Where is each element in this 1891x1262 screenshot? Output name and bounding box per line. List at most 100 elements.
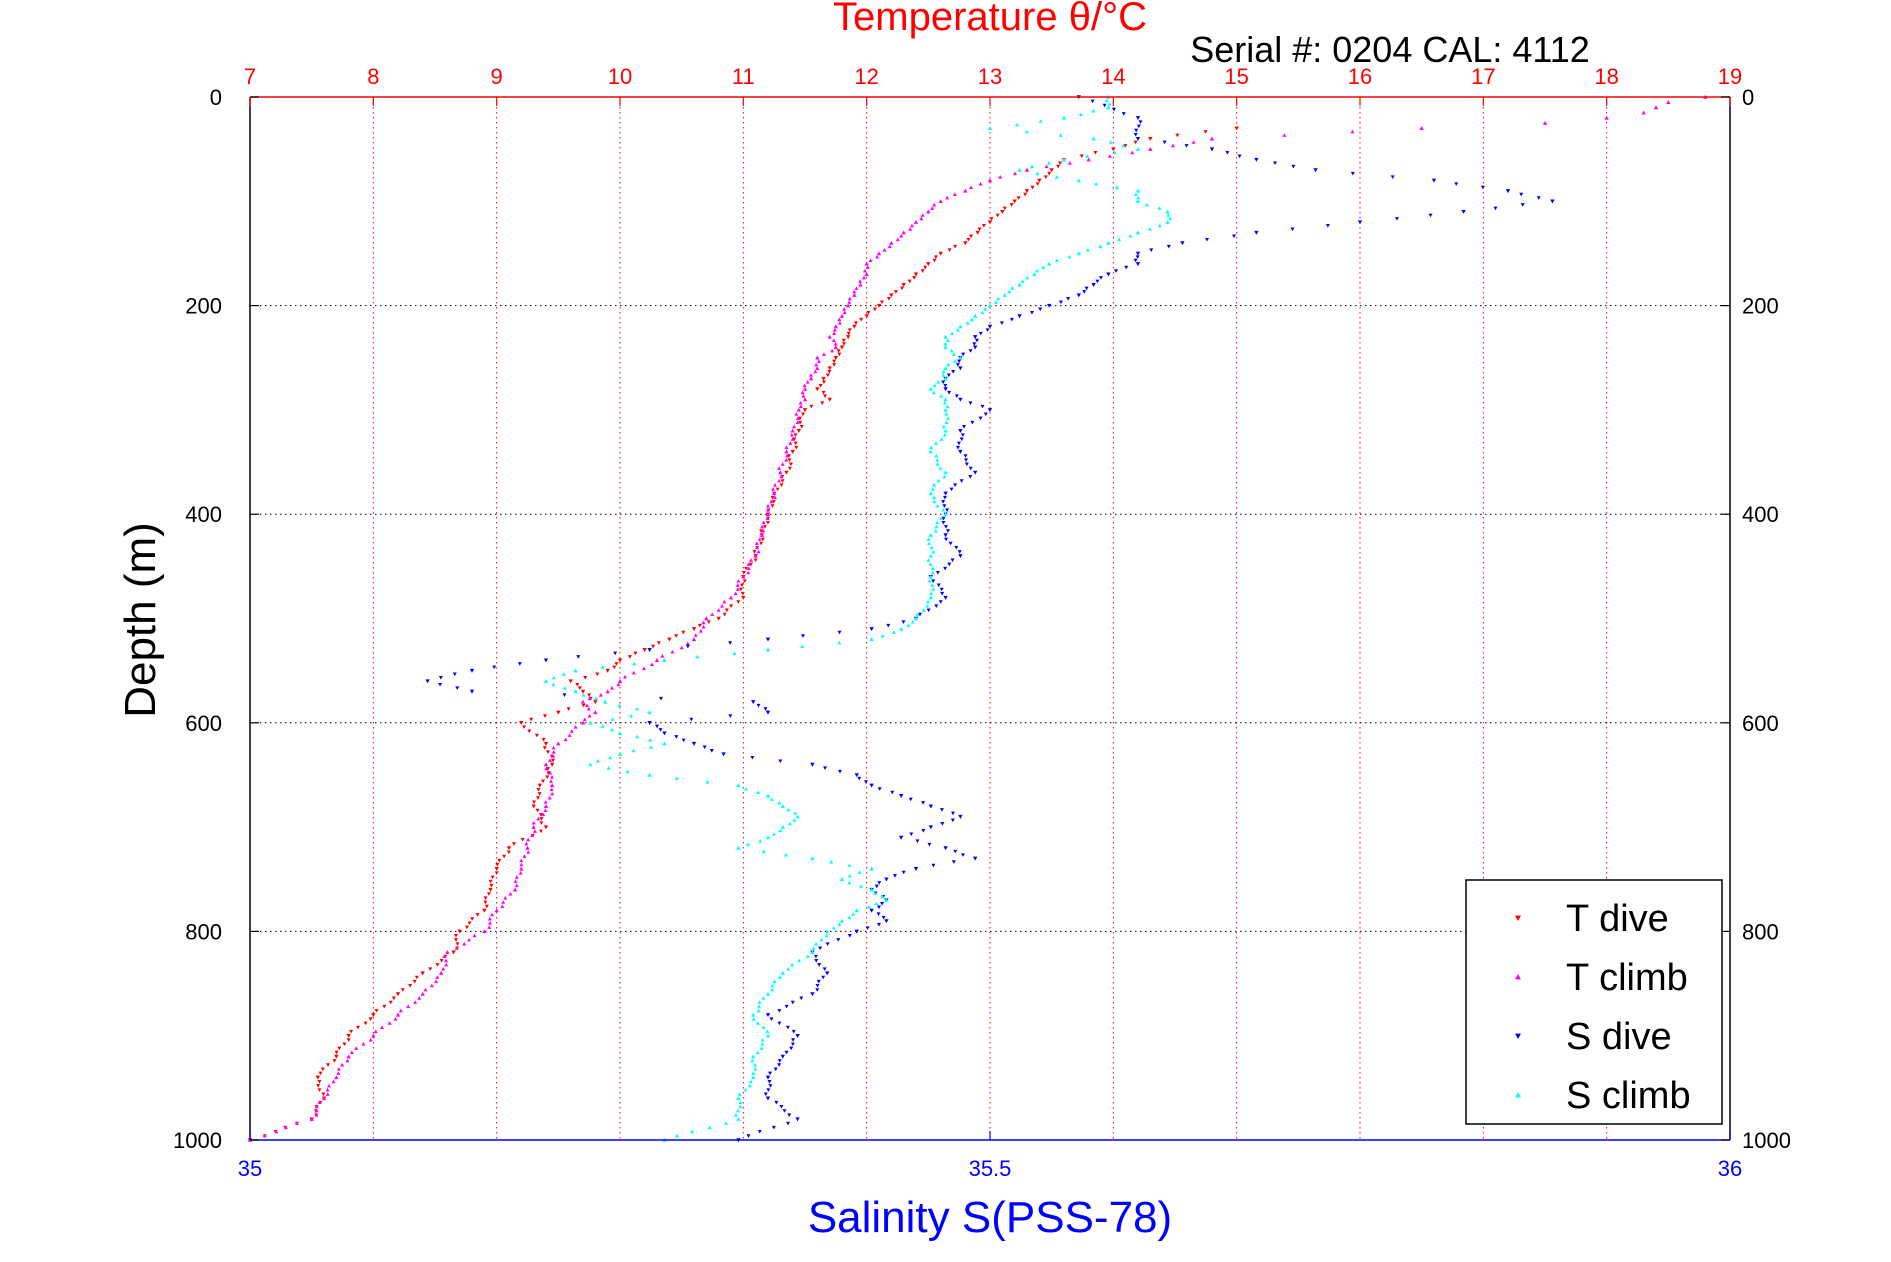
- data-point: [785, 1025, 790, 1030]
- data-point: [340, 1062, 345, 1067]
- data-point: [920, 213, 925, 217]
- data-point: [928, 595, 933, 600]
- data-point: [1117, 237, 1122, 242]
- data-point: [690, 1129, 695, 1134]
- data-point: [945, 404, 950, 409]
- data-point: [506, 846, 512, 851]
- tick-label-depth-left: 400: [185, 502, 222, 527]
- data-point: [395, 1012, 401, 1017]
- data-point: [944, 537, 949, 542]
- data-point: [452, 672, 457, 677]
- data-point: [837, 922, 842, 927]
- data-point: [584, 703, 589, 708]
- data-point: [283, 1125, 288, 1130]
- data-point: [784, 1004, 789, 1009]
- data-point: [1175, 133, 1180, 138]
- data-point: [1046, 161, 1051, 165]
- data-point: [522, 725, 527, 729]
- data-point: [1009, 203, 1014, 207]
- data-point: [935, 520, 940, 525]
- data-point: [987, 178, 993, 183]
- data-point: [767, 1079, 772, 1084]
- data-point: [928, 386, 933, 391]
- data-point: [547, 795, 552, 800]
- data-point: [1203, 130, 1208, 134]
- data-point: [549, 783, 555, 788]
- data-point: [648, 738, 653, 742]
- data-point: [756, 1008, 761, 1013]
- data-point: [765, 793, 771, 798]
- data-point: [906, 623, 911, 628]
- data-point: [832, 359, 837, 364]
- data-point: [960, 853, 965, 857]
- data-point: [1111, 147, 1116, 152]
- data-point: [913, 272, 919, 277]
- data-point: [773, 495, 778, 500]
- data-point: [1135, 116, 1141, 121]
- data-point: [494, 867, 499, 872]
- data-point: [438, 676, 443, 680]
- data-point: [1135, 255, 1140, 259]
- data-point: [832, 327, 837, 332]
- data-point: [568, 679, 573, 684]
- data-point: [945, 338, 950, 342]
- data-point: [760, 537, 765, 542]
- data-point: [709, 749, 714, 753]
- data-point: [1191, 140, 1196, 144]
- series-s-dive: [425, 95, 1555, 1143]
- data-point: [931, 587, 936, 591]
- data-point: [955, 445, 960, 450]
- data-point: [872, 891, 877, 895]
- data-point: [866, 905, 871, 909]
- data-point: [926, 558, 931, 562]
- data-point: [1394, 217, 1399, 221]
- data-point: [765, 512, 771, 516]
- data-point: [346, 1033, 351, 1038]
- data-point: [569, 729, 574, 733]
- data-point: [1166, 213, 1171, 217]
- data-point: [934, 453, 939, 458]
- data-point: [928, 532, 933, 537]
- data-point: [406, 1004, 411, 1009]
- data-point: [973, 345, 978, 350]
- data-point: [393, 1017, 398, 1021]
- data-point: [722, 599, 727, 604]
- data-point: [1024, 167, 1030, 172]
- data-point: [363, 1021, 368, 1026]
- data-point: [946, 362, 951, 367]
- data-point: [1091, 108, 1096, 113]
- data-point: [622, 674, 627, 679]
- legend-marker: [1515, 915, 1521, 921]
- data-point: [932, 495, 937, 500]
- data-point: [543, 808, 548, 813]
- data-point: [628, 713, 633, 718]
- data-point: [1078, 112, 1083, 116]
- data-point: [1102, 103, 1107, 108]
- data-point: [1114, 185, 1119, 189]
- data-point: [827, 370, 832, 374]
- data-point: [1357, 220, 1363, 225]
- data-point: [858, 279, 863, 283]
- data-point: [778, 470, 783, 475]
- data-point: [966, 237, 971, 242]
- data-point: [736, 845, 741, 850]
- data-point: [921, 828, 926, 833]
- series-s-climb: [543, 94, 1173, 1142]
- y-axis-title: Depth (m): [116, 522, 165, 718]
- data-point: [784, 445, 789, 450]
- data-point: [603, 699, 608, 704]
- data-point: [927, 541, 932, 546]
- data-point: [987, 324, 993, 329]
- data-point: [877, 922, 882, 927]
- data-point: [773, 1067, 778, 1072]
- data-point: [1350, 129, 1355, 134]
- data-point: [920, 269, 925, 273]
- data-point: [1034, 268, 1039, 273]
- data-point: [798, 416, 803, 421]
- data-point: [963, 454, 968, 458]
- data-point: [889, 293, 894, 298]
- data-point: [800, 634, 805, 638]
- data-point: [746, 562, 751, 566]
- data-point: [543, 741, 549, 746]
